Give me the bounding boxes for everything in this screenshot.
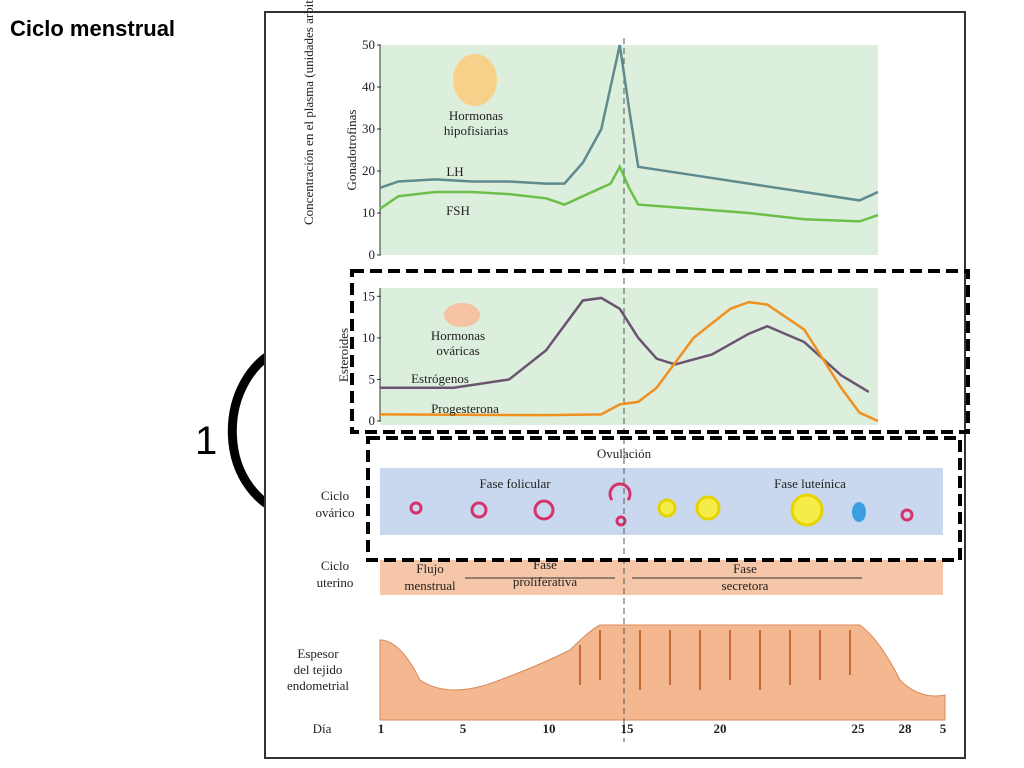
y-tick-label: 15 bbox=[362, 288, 375, 303]
row-label: Ciclo bbox=[321, 488, 349, 503]
row-label: Espesor bbox=[297, 646, 339, 661]
annotation: ováricas bbox=[436, 343, 479, 358]
endometrium-texture bbox=[579, 630, 851, 690]
phase-label: Flujo bbox=[416, 561, 443, 576]
phase-label: Fase bbox=[733, 561, 757, 576]
day-tick-label: 10 bbox=[543, 721, 556, 736]
y-tick-label: 5 bbox=[369, 371, 376, 386]
series-line bbox=[380, 296, 870, 393]
ovary-icon bbox=[444, 303, 480, 327]
phase-label: menstrual bbox=[404, 578, 456, 593]
annotation: hipofisiarias bbox=[444, 123, 508, 138]
series-label: Estrógenos bbox=[411, 371, 469, 386]
row-label: ovárico bbox=[316, 505, 355, 520]
endometrium bbox=[379, 624, 946, 721]
series-line bbox=[379, 44, 879, 202]
y-tick-label: 20 bbox=[362, 163, 375, 178]
highlight-box bbox=[350, 269, 970, 434]
y-tick-label: 30 bbox=[362, 121, 375, 136]
row-label: del tejido bbox=[294, 662, 343, 677]
slide-title: Ciclo menstrual bbox=[10, 16, 175, 41]
phase-label: Fase luteínica bbox=[774, 476, 846, 491]
day-tick-label: 1 bbox=[378, 721, 385, 736]
row-label: endometrial bbox=[287, 678, 349, 693]
row-label: Ciclo bbox=[321, 558, 349, 573]
phase-label: proliferativa bbox=[513, 574, 577, 589]
series-label: FSH bbox=[446, 203, 470, 218]
annotation: Hormonas bbox=[431, 328, 485, 343]
y-tick-label: 40 bbox=[362, 79, 375, 94]
phase-label: Fase folicular bbox=[479, 476, 551, 491]
figure: Concentración en el plasma (unidades arb… bbox=[264, 0, 970, 759]
series-line bbox=[379, 300, 879, 423]
ovulation-label: Ovulación bbox=[597, 446, 652, 461]
axis-title: Gonadotrofinas bbox=[344, 110, 359, 191]
day-tick-label: 28 bbox=[899, 721, 913, 736]
day-tick-label: 5 bbox=[940, 721, 947, 736]
series-label: Progesterona bbox=[431, 401, 499, 416]
annotation: Hormonas bbox=[449, 108, 503, 123]
day-tick-label: 5 bbox=[460, 721, 467, 736]
y-axis-label: Concentración en el plasma (unidades arb… bbox=[301, 0, 316, 225]
y-tick-label: 10 bbox=[362, 330, 375, 345]
axis-title: Esteroides bbox=[336, 328, 351, 382]
y-tick-label: 0 bbox=[369, 413, 376, 428]
y-tick-label: 50 bbox=[362, 37, 375, 52]
row-label: uterino bbox=[317, 575, 354, 590]
step-number: 1 bbox=[195, 419, 217, 463]
series-line bbox=[379, 163, 879, 223]
y-tick-label: 10 bbox=[362, 205, 375, 220]
follicles bbox=[409, 482, 914, 527]
day-tick-label: 20 bbox=[714, 721, 727, 736]
day-tick-label: 15 bbox=[621, 721, 635, 736]
pituitary-icon bbox=[453, 54, 497, 106]
day-axis-label: Día bbox=[313, 721, 332, 736]
series-label: LH bbox=[446, 164, 463, 179]
y-tick-label: 0 bbox=[369, 247, 376, 262]
phase-label: secretora bbox=[722, 578, 769, 593]
highlight-box bbox=[366, 436, 962, 562]
day-tick-label: 25 bbox=[852, 721, 866, 736]
